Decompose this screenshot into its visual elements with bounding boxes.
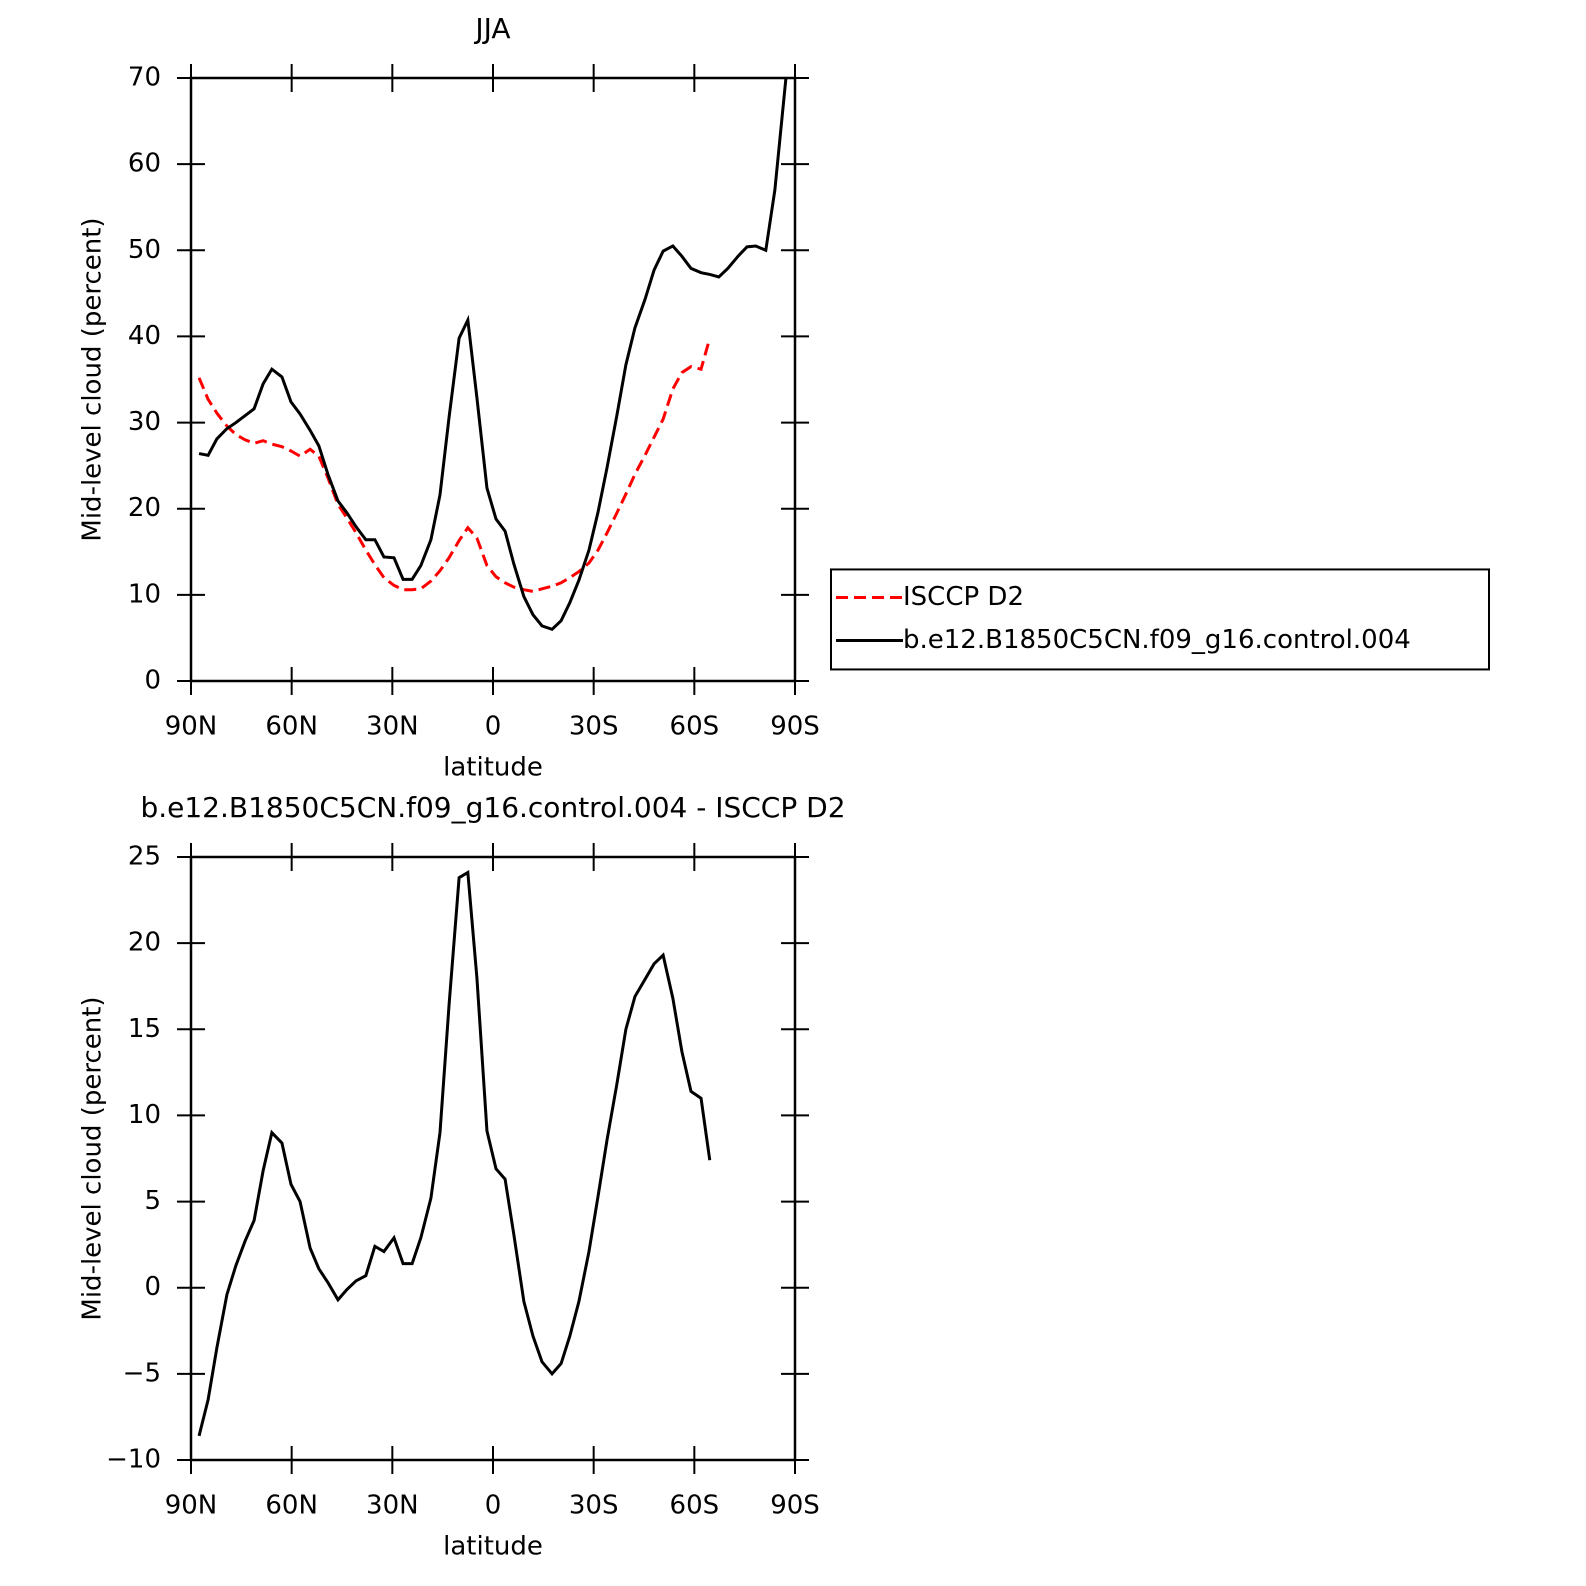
chart-title: JJA xyxy=(473,12,510,45)
y-tick-label: 15 xyxy=(128,1014,161,1044)
y-tick-label: 20 xyxy=(128,493,161,523)
plot-frame xyxy=(189,855,797,1462)
x-tick-label: 0 xyxy=(485,712,502,742)
y-tick-label: 70 xyxy=(128,63,161,93)
y-tick-label: 0 xyxy=(144,1272,161,1302)
x-tick-label: 60S xyxy=(670,712,720,742)
x-tick-label: 0 xyxy=(485,1491,502,1521)
x-tick-label: 90S xyxy=(770,712,820,742)
y-tick-label: 0 xyxy=(144,666,161,696)
y-tick-label: −5 xyxy=(123,1358,161,1388)
x-tick-label: 90N xyxy=(165,712,218,742)
x-tick-label: 30S xyxy=(569,1491,619,1521)
data-line xyxy=(198,78,788,632)
x-tick-label: 30N xyxy=(366,1491,419,1521)
y-tick-label: 30 xyxy=(128,407,161,437)
chart-title: b.e12.B1850C5CN.f09_g16.control.004 - IS… xyxy=(140,791,845,824)
x-tick-label: 60N xyxy=(265,712,318,742)
x-axis-label: latitude xyxy=(443,753,543,783)
x-tick-label: 60S xyxy=(670,1491,720,1521)
y-tick-label: 5 xyxy=(144,1186,161,1216)
y-tick-label: 50 xyxy=(128,235,161,265)
plot-frame xyxy=(189,76,797,683)
x-tick-label: 30N xyxy=(366,712,419,742)
x-tick-label: 90S xyxy=(770,1491,820,1521)
y-tick-label: −10 xyxy=(106,1445,161,1475)
legend-label: ISCCP D2 xyxy=(903,582,1024,612)
x-tick-label: 30S xyxy=(569,712,619,742)
y-axis-label: Mid-level cloud (percent) xyxy=(78,996,108,1320)
data-line xyxy=(197,337,712,593)
y-tick-label: 60 xyxy=(128,149,161,179)
y-axis-label: Mid-level cloud (percent) xyxy=(78,217,108,541)
x-tick-label: 90N xyxy=(165,1491,218,1521)
y-tick-label: 10 xyxy=(128,579,161,609)
y-tick-label: 40 xyxy=(128,321,161,351)
legend-box xyxy=(830,568,1490,671)
legend-label: b.e12.B1850C5CN.f09_g16.control.004 xyxy=(903,625,1411,655)
data-line xyxy=(197,869,712,1437)
y-tick-label: 10 xyxy=(128,1100,161,1130)
x-tick-label: 60N xyxy=(265,1491,318,1521)
x-axis-label: latitude xyxy=(443,1532,543,1562)
y-tick-label: 20 xyxy=(128,928,161,958)
y-tick-label: 25 xyxy=(128,842,161,872)
